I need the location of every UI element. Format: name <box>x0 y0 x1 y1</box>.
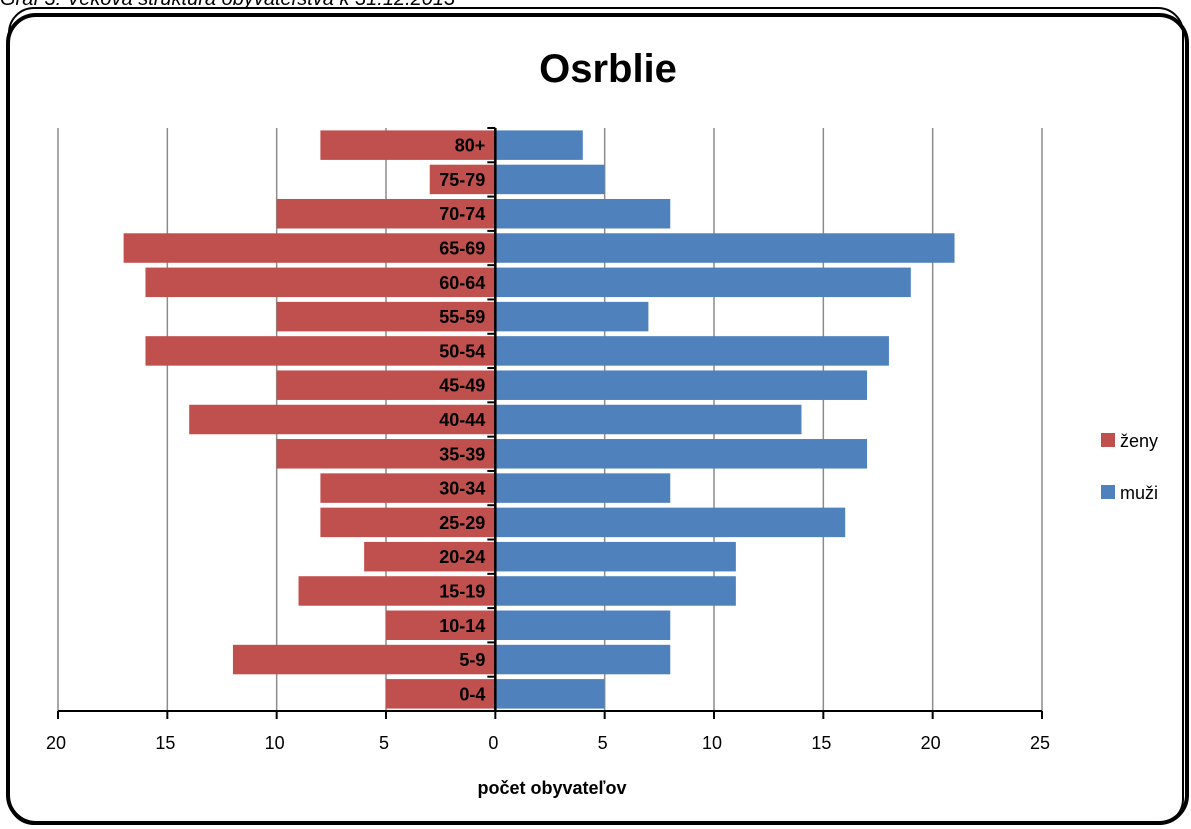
bar-zeny-5-9 <box>232 644 496 675</box>
bar-zeny-15-19 <box>298 576 496 606</box>
legend-label-zeny: ženy <box>1120 431 1158 451</box>
axes <box>57 127 1043 719</box>
x-tick-label: 10 <box>265 733 285 753</box>
legend-swatch-muzi <box>1101 485 1115 499</box>
x-tick-labels: 20 15 10 5 0 5 10 15 20 25 <box>46 733 1050 753</box>
bar-zeny-75-79 <box>429 164 496 195</box>
bar-zeny-20-24 <box>364 541 496 572</box>
bar-zeny-10-14 <box>386 610 496 641</box>
bar-zeny-50-54 <box>145 336 496 366</box>
legend-swatch-zeny <box>1101 433 1115 447</box>
category-label: 5-9 <box>459 650 485 670</box>
category-label: 0-4 <box>459 684 485 704</box>
category-label: 15-19 <box>439 581 485 601</box>
x-tick-label: 20 <box>46 733 66 753</box>
x-tick-label: 15 <box>155 733 175 753</box>
legend-label-muzi: muži <box>1120 483 1158 503</box>
bar-muzi-75-79 <box>495 164 605 195</box>
category-label: 40-44 <box>439 410 485 430</box>
bar-muzi-45-49 <box>495 370 868 400</box>
category-label: 55-59 <box>439 307 485 327</box>
x-tick-label: 15 <box>811 733 831 753</box>
bar-muzi-60-64 <box>495 267 911 298</box>
x-tick-label: 5 <box>379 733 389 753</box>
category-label: 60-64 <box>439 273 485 293</box>
category-label: 70-74 <box>439 204 485 224</box>
bar-zeny-70-74 <box>276 198 496 229</box>
bar-muzi-40-44 <box>495 404 802 435</box>
bar-muzi-5-9 <box>495 644 671 675</box>
category-label: 35-39 <box>439 444 485 464</box>
bar-zeny-35-39 <box>276 439 496 469</box>
category-label: 75-79 <box>439 170 485 190</box>
category-label: 50-54 <box>439 341 485 361</box>
bar-muzi-30-34 <box>495 473 671 503</box>
x-tick-label: 5 <box>598 733 608 753</box>
x-tick-label: 0 <box>488 733 498 753</box>
chart-caption: Graf 3: Veková štruktúra obyvateľstva k … <box>0 0 455 11</box>
category-label: 80+ <box>455 136 486 156</box>
bar-muzi-25-29 <box>495 507 846 538</box>
bar-zeny-55-59 <box>276 301 496 332</box>
bar-zeny-25-29 <box>320 507 496 538</box>
bar-muzi-70-74 <box>495 198 671 229</box>
category-labels: 0-4 5-9 10-14 15-19 20-24 25-29 30-34 35-39 40-4… <box>439 136 485 705</box>
x-tick-label: 25 <box>1030 733 1050 753</box>
bar-zeny-80+ <box>320 130 496 160</box>
bar-muzi-20-24 <box>495 541 736 572</box>
bar-zeny-45-49 <box>276 370 496 400</box>
x-tick-label: 20 <box>921 733 941 753</box>
bar-muzi-80+ <box>495 130 583 160</box>
bar-muzi-10-14 <box>495 610 671 641</box>
category-label: 20-24 <box>439 547 485 567</box>
bar-muzi-65-69 <box>495 233 955 263</box>
bar-muzi-50-54 <box>495 336 889 366</box>
bars <box>123 130 955 709</box>
bar-muzi-0-4 <box>495 679 605 709</box>
bar-zeny-65-69 <box>123 233 496 263</box>
category-label: 30-34 <box>439 479 485 499</box>
category-label: 25-29 <box>439 513 485 533</box>
bar-zeny-30-34 <box>320 473 496 503</box>
x-axis-label: počet obyvateľov <box>478 778 627 798</box>
category-label: 45-49 <box>439 376 485 396</box>
category-label: 10-14 <box>439 616 485 636</box>
bar-zeny-60-64 <box>145 267 496 298</box>
category-label: 65-69 <box>439 239 485 259</box>
bar-zeny-40-44 <box>189 404 496 435</box>
bar-muzi-15-19 <box>495 576 736 606</box>
chart-title: Osrblie <box>539 47 677 91</box>
legend: ženy muži <box>1101 431 1158 503</box>
bar-zeny-0-4 <box>386 679 496 709</box>
bar-muzi-55-59 <box>495 301 649 332</box>
bar-muzi-35-39 <box>495 439 868 469</box>
x-tick-label: 10 <box>702 733 722 753</box>
